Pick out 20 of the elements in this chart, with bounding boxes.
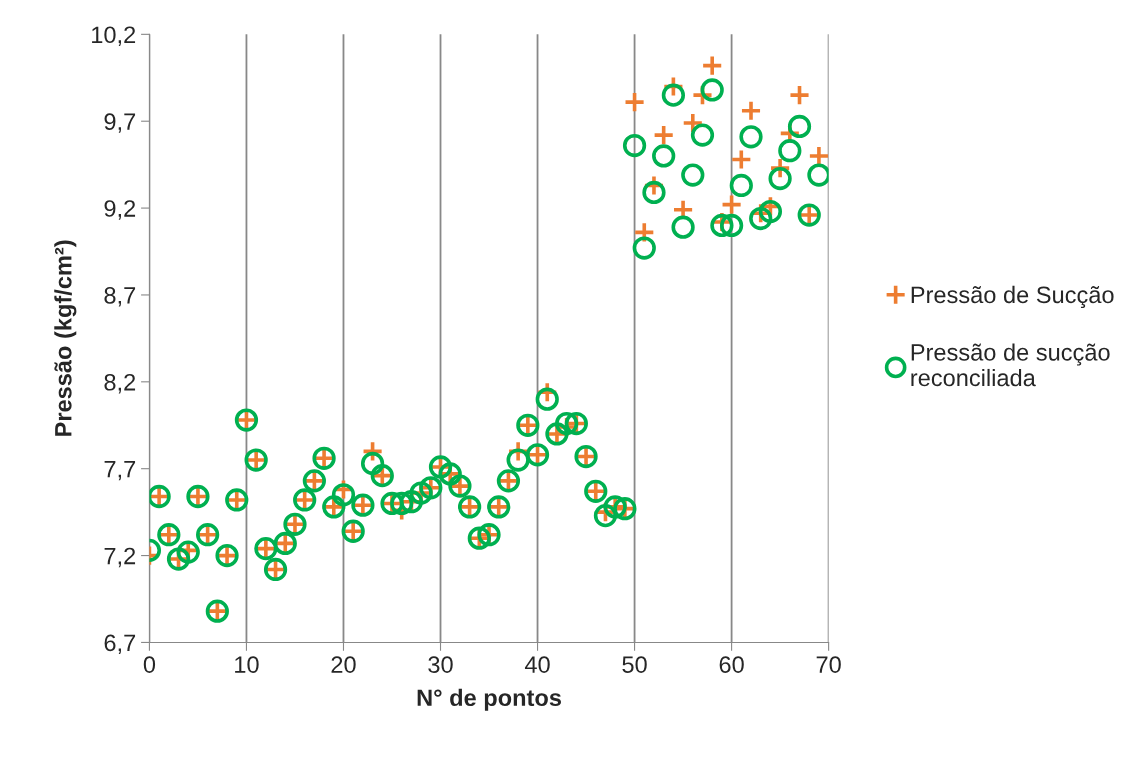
x-tick-label: 60 xyxy=(719,656,744,673)
x-tick-label: 40 xyxy=(524,656,550,673)
y-tick-label: 9,2 xyxy=(104,200,136,220)
x-tick-label: 20 xyxy=(331,656,356,673)
x-axis-title: N° de pontos xyxy=(417,688,561,711)
x-tick-label: 50 xyxy=(622,656,647,673)
x-tick-label: 0 xyxy=(143,656,156,673)
y-tick-label: 9,7 xyxy=(104,113,136,133)
y-tick-label: 10,2 xyxy=(92,26,136,46)
y-tick-label: 8,2 xyxy=(104,373,136,394)
x-tick-label: 30 xyxy=(428,656,453,673)
y-tick-label: 6,7 xyxy=(104,634,136,655)
y-tick-label: 7,7 xyxy=(104,461,136,481)
x-tick-label: 10 xyxy=(235,656,259,673)
y-axis-title: Pressão (kgf/cm²) xyxy=(54,240,77,436)
legend-label: Pressão de sucção reconciliada xyxy=(911,343,1110,387)
y-tick-label: 7,2 xyxy=(104,547,136,568)
y-tick-label: 8,7 xyxy=(104,287,136,307)
x-tick-label: 70 xyxy=(816,656,841,673)
legend-label: Pressão de Sucção xyxy=(911,285,1114,308)
